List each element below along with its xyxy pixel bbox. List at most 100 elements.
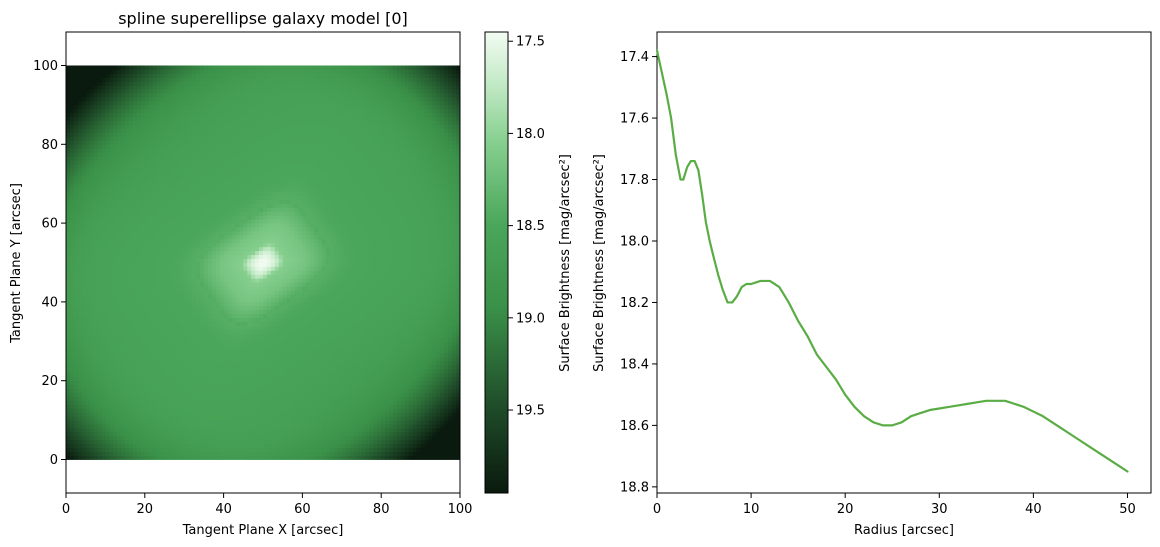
image-pixel	[349, 305, 355, 311]
image-pixel	[424, 353, 429, 358]
image-pixel	[66, 443, 71, 449]
image-pixel	[235, 274, 240, 279]
image-pixel	[69, 286, 75, 291]
image-pixel	[306, 364, 311, 370]
image-pixel	[184, 345, 189, 350]
image-pixel	[357, 286, 362, 291]
image-pixel	[196, 262, 201, 267]
image-pixel	[223, 361, 228, 366]
image-pixel	[176, 364, 181, 370]
image-pixel	[389, 443, 394, 449]
image-pixel	[314, 270, 319, 275]
image-pixel	[176, 278, 181, 283]
image-pixel	[77, 305, 83, 311]
image-pixel	[113, 270, 118, 275]
image-pixel	[266, 349, 272, 354]
image-pixel	[274, 266, 280, 271]
image-pixel	[89, 290, 94, 295]
image-pixel	[140, 313, 146, 319]
image-pixel	[176, 380, 181, 386]
image-pixel	[389, 376, 394, 382]
image-pixel	[140, 388, 146, 393]
image-pixel	[89, 357, 94, 362]
image-pixel	[412, 329, 418, 334]
image-pixel	[353, 313, 358, 319]
image-pixel	[180, 357, 185, 362]
image-pixel	[408, 431, 414, 437]
image-pixel	[148, 435, 154, 441]
image-pixel	[156, 294, 161, 299]
image-pixel	[412, 301, 418, 307]
image-pixel	[393, 404, 398, 409]
image-pixel	[219, 376, 224, 382]
image-pixel	[444, 361, 449, 366]
image-pixel	[314, 317, 319, 322]
image-pixel	[192, 349, 197, 354]
image-pixel	[113, 400, 118, 405]
image-pixel	[211, 337, 217, 342]
image-pixel	[298, 447, 303, 453]
image-pixel	[77, 431, 83, 437]
image-pixel	[345, 392, 351, 397]
image-pixel	[266, 345, 272, 350]
image-pixel	[148, 262, 154, 267]
image-pixel	[172, 278, 177, 283]
image-pixel	[349, 309, 355, 315]
image-pixel	[452, 317, 457, 322]
image-pixel	[101, 412, 106, 417]
image-pixel	[152, 274, 158, 279]
image-pixel	[416, 262, 421, 267]
image-pixel	[77, 400, 83, 405]
image-pixel	[132, 455, 138, 460]
image-pixel	[444, 266, 449, 271]
image-pixel	[452, 329, 457, 334]
image-pixel	[223, 404, 228, 409]
image-pixel	[168, 396, 173, 401]
image-pixel	[243, 345, 248, 350]
image-pixel	[85, 341, 91, 346]
image-pixel	[81, 278, 87, 283]
image-pixel	[227, 309, 232, 315]
image-pixel	[318, 372, 323, 378]
image-pixel	[452, 361, 457, 366]
image-pixel	[322, 270, 327, 275]
image-pixel	[341, 297, 347, 303]
image-pixel	[172, 361, 177, 366]
image-pixel	[333, 443, 339, 449]
image-pixel	[361, 357, 366, 362]
image-pixel	[199, 404, 205, 409]
image-pixel	[298, 384, 303, 389]
image-pixel	[160, 297, 165, 303]
image-pixel	[393, 297, 398, 303]
image-pixel	[247, 447, 252, 453]
image-pixel	[286, 305, 291, 311]
image-pixel	[314, 325, 319, 330]
image-pixel	[89, 392, 94, 397]
image-pixel	[140, 329, 146, 334]
image-pixel	[199, 380, 205, 386]
image-pixel	[136, 337, 142, 342]
image-pixel	[436, 305, 441, 311]
image-pixel	[129, 274, 134, 279]
image-pixel	[223, 333, 228, 338]
image-pixel	[428, 333, 433, 338]
image-pixel	[168, 388, 173, 393]
image-pixel	[404, 286, 410, 291]
image-pixel	[156, 349, 161, 354]
image-pixel	[306, 447, 311, 453]
image-pixel	[251, 301, 256, 307]
image-pixel	[231, 349, 236, 354]
image-pixel	[436, 424, 441, 429]
image-pixel	[329, 345, 335, 350]
image-pixel	[282, 364, 288, 370]
image-pixel	[152, 353, 158, 358]
image-pixel	[452, 427, 457, 433]
image-pixel	[247, 392, 252, 397]
image-pixel	[180, 262, 185, 267]
image-pixel	[180, 424, 185, 429]
image-pixel	[400, 396, 406, 401]
image-pixel	[255, 424, 260, 429]
image-pixel	[132, 274, 138, 279]
image-pixel	[349, 262, 355, 267]
image-pixel	[396, 353, 402, 358]
